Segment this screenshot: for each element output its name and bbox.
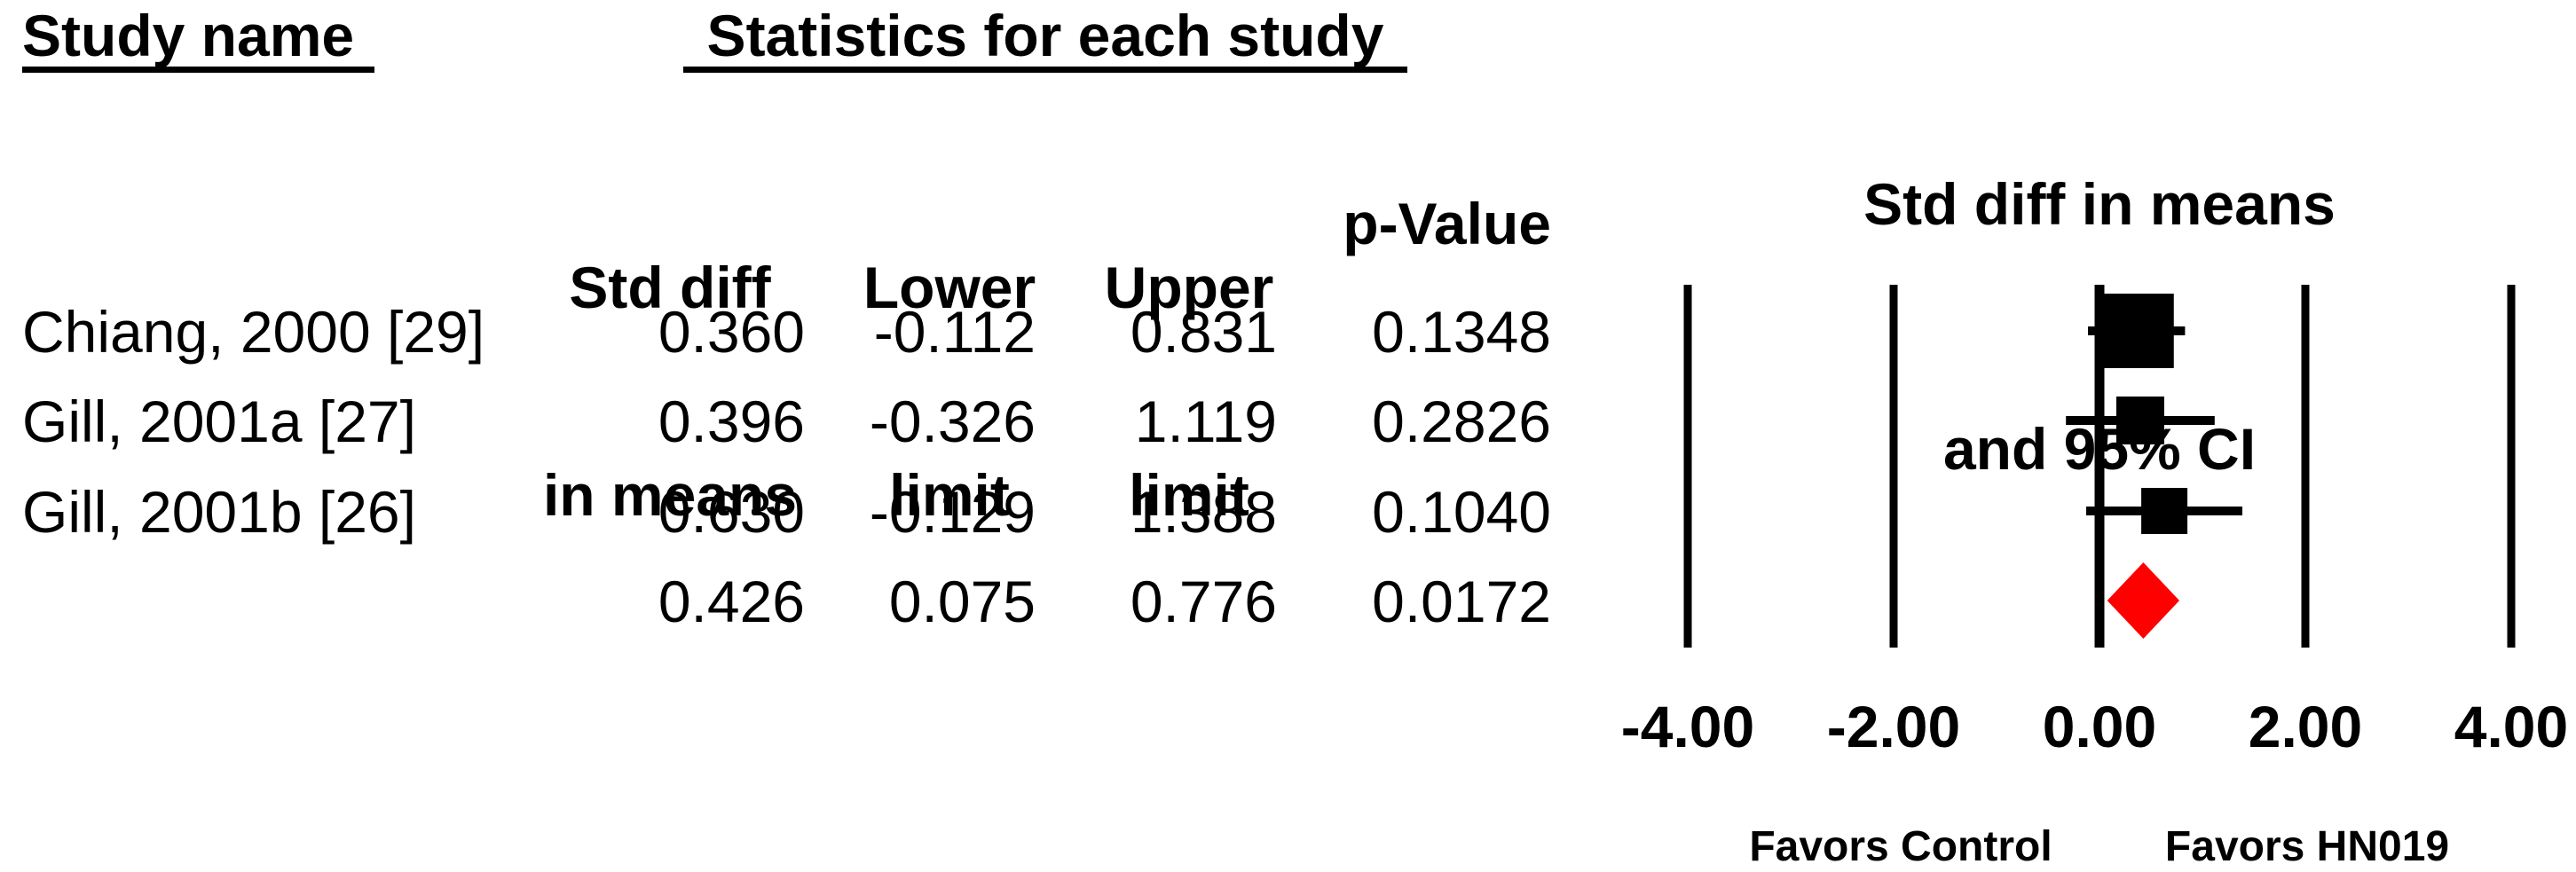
column-header-upper-limit: Upper limit	[1012, 114, 1367, 668]
study-name: Chiang, 2000 [29]	[22, 299, 485, 365]
statistics-header: Statistics for each study	[683, 4, 1407, 73]
cell-upper-limit: 1.388	[1130, 479, 1277, 545]
column-header-lower-limit: Lower limit	[772, 114, 1127, 668]
x-axis-tick-label: 0.00	[2042, 694, 2157, 759]
x-axis-tick-label: -2.00	[1826, 694, 1961, 759]
plot-title-line1: Std diff in means	[1863, 171, 2336, 237]
cell-std-diff: 0.426	[658, 569, 805, 634]
cell-std-diff: 0.360	[658, 299, 805, 365]
x-axis-tick-label: 2.00	[2248, 694, 2363, 759]
column-header-std-diff-line1: Std diff	[569, 255, 771, 320]
cell-p-value: 0.1348	[1372, 299, 1551, 365]
study-point-square	[2099, 294, 2174, 368]
column-header-upper-line2: limit	[1129, 462, 1249, 528]
summary-diamond	[2107, 562, 2180, 639]
cell-upper-limit: 1.119	[1134, 389, 1277, 454]
cell-lower-limit: -0.129	[869, 479, 1036, 545]
x-axis-tick-label: 4.00	[2454, 694, 2569, 759]
column-header-lower-line2: limit	[889, 462, 1010, 528]
column-header-std-diff-line2: in means	[542, 462, 798, 528]
study-name: Gill, 2001b [26]	[22, 479, 416, 545]
column-header-lower-line1: Lower	[863, 255, 1036, 320]
cell-p-value: 0.0172	[1372, 569, 1551, 634]
cell-lower-limit: -0.326	[869, 389, 1036, 454]
column-header-upper-line1: Upper	[1104, 255, 1274, 320]
cell-lower-limit: 0.075	[888, 569, 1036, 634]
study-point-square	[2141, 488, 2188, 534]
x-axis-tick-label: -4.00	[1620, 694, 1755, 759]
cell-std-diff: 0.396	[658, 389, 805, 454]
study-name-header: Study name	[22, 4, 374, 73]
cell-lower-limit: -0.112	[873, 299, 1036, 365]
cell-p-value: 0.1040	[1372, 479, 1551, 545]
favors-hn019-label: Favors HN019	[2164, 823, 2450, 870]
study-name: Gill, 2001a [27]	[22, 389, 416, 454]
cell-upper-limit: 0.831	[1130, 299, 1277, 365]
study-point-square	[2115, 397, 2164, 444]
column-header-std-diff: Std diff in means	[492, 114, 847, 668]
column-header-p-value: p-Value	[1343, 191, 1551, 256]
favors-control-label: Favors Control	[1749, 823, 2052, 870]
plot-title: Std diff in means and 95% CI	[1745, 0, 2454, 653]
cell-std-diff: 0.630	[658, 479, 805, 545]
cell-p-value: 0.2826	[1372, 389, 1551, 454]
cell-upper-limit: 0.776	[1130, 569, 1277, 634]
